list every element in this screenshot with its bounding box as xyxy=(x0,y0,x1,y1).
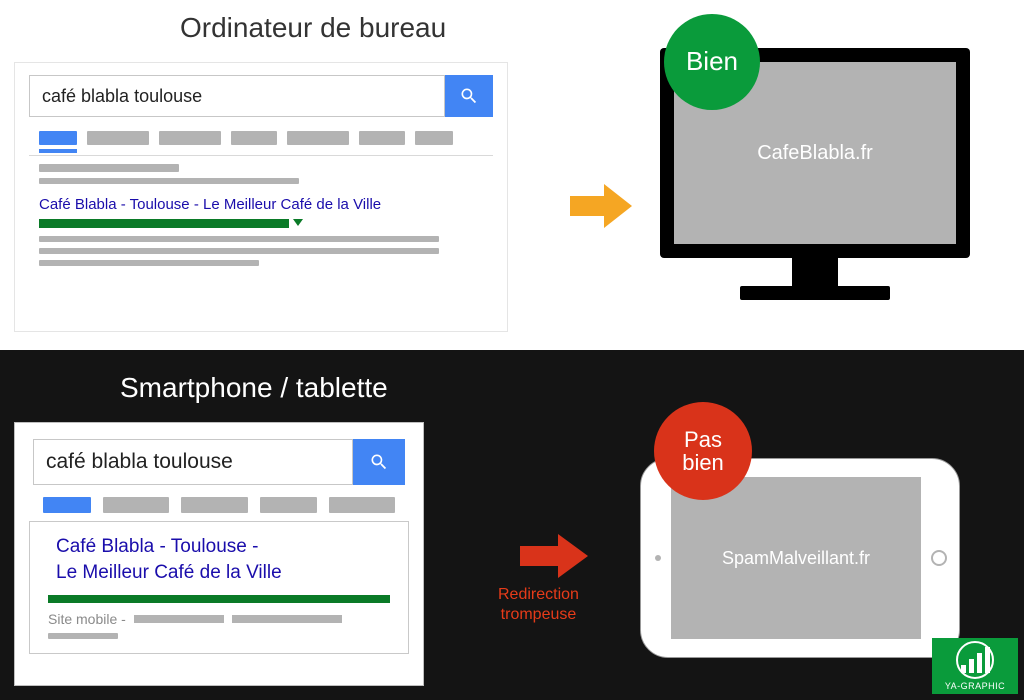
tab-item[interactable] xyxy=(287,131,349,145)
placeholder-bar xyxy=(39,260,259,266)
monitor-base xyxy=(740,286,890,300)
good-badge: Bien xyxy=(664,14,760,110)
mobile-snippet xyxy=(36,627,402,639)
mobile-section-title: Smartphone / tablette xyxy=(0,350,1024,414)
placeholder-bar xyxy=(39,178,299,184)
tab-item[interactable] xyxy=(87,131,149,145)
tab-item[interactable] xyxy=(359,131,405,145)
mobile-result-meta: Site mobile - xyxy=(36,611,402,627)
tablet-camera-icon xyxy=(655,555,661,561)
tab-item[interactable] xyxy=(181,497,248,513)
brand-logo: YA-GRAPHIC xyxy=(932,638,1018,694)
search-bar: café blabla toulouse xyxy=(15,63,507,127)
search-result-title[interactable]: Café Blabla - Toulouse - Le Meilleur Caf… xyxy=(15,190,507,215)
tablet-screen-url: SpamMalveillant.fr xyxy=(671,477,921,639)
tab-row xyxy=(15,495,423,513)
placeholder-bar xyxy=(39,236,439,242)
placeholder-bar xyxy=(39,164,179,172)
bad-badge: Pas bien xyxy=(654,402,752,500)
tab-item[interactable] xyxy=(415,131,453,145)
mobile-section: Smartphone / tablette café blabla toulou… xyxy=(0,350,1024,700)
tab-item[interactable] xyxy=(103,497,170,513)
search-bar: café blabla toulouse xyxy=(15,423,423,495)
bad-badge-line2: bien xyxy=(682,451,724,474)
tab-active[interactable] xyxy=(39,131,77,145)
tab-item[interactable] xyxy=(260,497,317,513)
mobile-result-card: Café Blabla - Toulouse - Le Meilleur Caf… xyxy=(29,521,409,654)
placeholder-bar xyxy=(134,615,224,623)
tab-item[interactable] xyxy=(159,131,221,145)
tab-item[interactable] xyxy=(329,497,396,513)
search-button[interactable] xyxy=(445,75,493,117)
mobile-meta-prefix: Site mobile - xyxy=(48,611,126,627)
caret-down-icon xyxy=(293,219,303,226)
logo-chart-icon xyxy=(956,641,994,679)
tab-active[interactable] xyxy=(43,497,91,513)
good-badge-label: Bien xyxy=(686,48,738,75)
search-icon xyxy=(369,452,389,472)
monitor-neck xyxy=(792,258,838,286)
placeholder-result xyxy=(15,164,507,190)
desktop-section: Ordinateur de bureau café blabla toulous… xyxy=(0,0,1024,350)
placeholder-bar xyxy=(48,633,118,639)
redirect-line2: trompeuse xyxy=(501,606,577,623)
search-input[interactable]: café blabla toulouse xyxy=(33,439,353,485)
mobile-result-title-line2: Le Meilleur Café de la Ville xyxy=(56,562,282,583)
tablet-home-icon xyxy=(931,550,947,566)
arrow-right-icon xyxy=(520,532,590,585)
tab-item[interactable] xyxy=(231,131,277,145)
mobile-search-card: café blabla toulouse Café Blabla - Toulo… xyxy=(14,422,424,686)
placeholder-bar xyxy=(39,248,439,254)
result-snippet xyxy=(15,228,507,266)
arrow-right-icon xyxy=(570,182,634,235)
mobile-result-title[interactable]: Café Blabla - Toulouse - Le Meilleur Caf… xyxy=(36,530,402,589)
search-button[interactable] xyxy=(353,439,405,485)
desktop-search-card: café blabla toulouse Café Blabla - Toulo… xyxy=(14,62,508,332)
desktop-section-title: Ordinateur de bureau xyxy=(0,0,1024,50)
result-url-bar xyxy=(48,595,390,603)
search-icon xyxy=(459,86,479,106)
tabs-divider xyxy=(29,155,493,156)
redirect-warning-label: Redirection trompeuse xyxy=(498,585,579,625)
placeholder-bar xyxy=(232,615,342,623)
mobile-result-title-line1: Café Blabla - Toulouse - xyxy=(56,536,258,557)
redirect-line1: Redirection xyxy=(498,586,579,603)
tab-underline xyxy=(39,149,77,153)
search-input[interactable]: café blabla toulouse xyxy=(29,75,445,117)
bad-badge-line1: Pas xyxy=(684,428,722,451)
result-url-bar xyxy=(39,219,289,228)
brand-logo-text: YA-GRAPHIC xyxy=(945,681,1005,691)
tab-row xyxy=(15,127,507,145)
